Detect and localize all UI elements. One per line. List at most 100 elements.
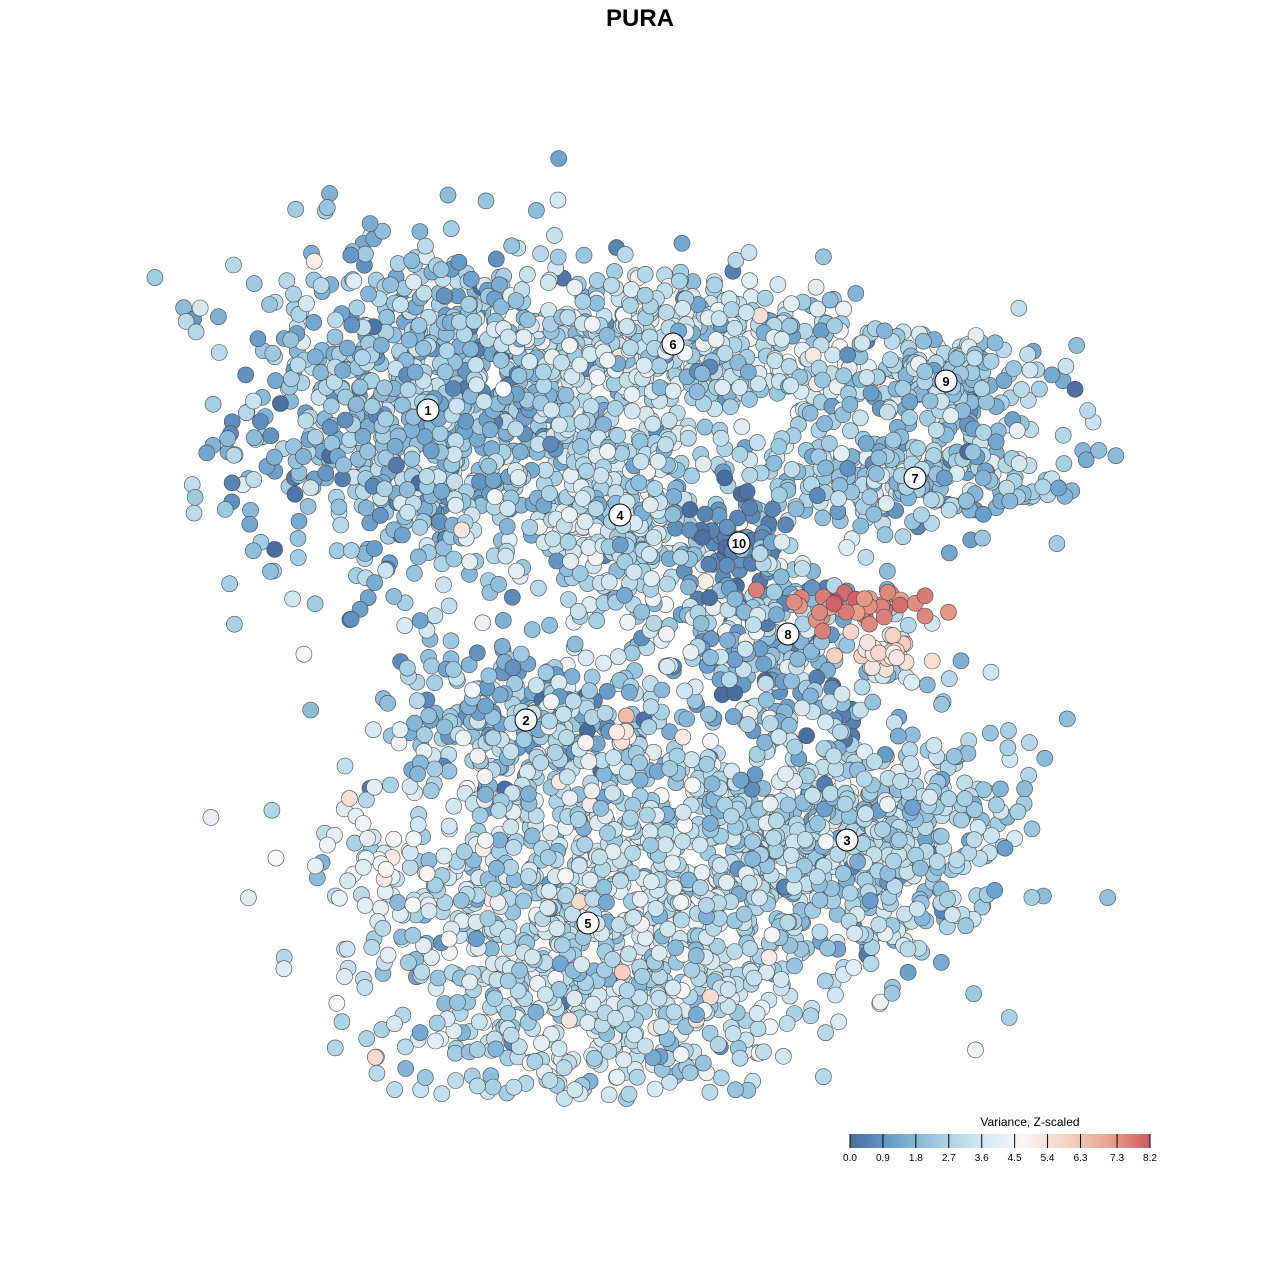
data-point-cluster-3 — [904, 799, 921, 816]
data-point-cluster-1 — [436, 363, 454, 381]
data-point-cluster-3 — [959, 745, 977, 762]
data-point-cluster-4 — [509, 469, 527, 486]
data-point-cluster-2 — [623, 644, 641, 662]
data-point-cluster-1 — [480, 457, 498, 475]
data-point-cluster-6 — [553, 354, 570, 371]
cluster-label-text: 10 — [732, 536, 746, 551]
data-point-cluster-5 — [683, 961, 701, 979]
cluster-label-1: 1 — [416, 398, 440, 422]
data-point-cluster-10 — [764, 500, 781, 518]
cluster-label-10: 10 — [727, 531, 751, 555]
data-point-cluster-7 — [974, 469, 992, 487]
data-point-cluster-1 — [440, 597, 458, 615]
cluster-label-8: 8 — [776, 622, 800, 646]
data-point-cluster-4 — [599, 442, 616, 460]
data-point-cluster-1 — [503, 588, 521, 606]
data-point-cluster-5 — [520, 868, 537, 885]
data-point-cluster-7 — [865, 505, 883, 523]
data-point-cluster-6 — [622, 339, 639, 357]
data-point-cluster-6 — [557, 386, 575, 404]
data-point-cluster-1 — [219, 430, 236, 447]
data-point-cluster-8 — [773, 533, 791, 551]
data-point-cluster-5 — [326, 1039, 344, 1057]
data-point-cluster-5 — [548, 920, 566, 937]
data-point-cluster-5 — [566, 990, 583, 1007]
data-point-cluster-5 — [778, 1015, 796, 1032]
data-point-cluster-5 — [608, 1068, 626, 1086]
legend-tick-label: 4.5 — [1008, 1153, 1022, 1164]
data-point-cluster-5 — [428, 1014, 446, 1032]
data-point-cluster-5 — [420, 902, 438, 920]
data-point-cluster-5 — [579, 1014, 597, 1032]
data-point-cluster-4 — [453, 521, 471, 539]
data-point-cluster-5 — [583, 782, 601, 800]
data-point-cluster-1 — [546, 227, 563, 244]
data-point-cluster-5 — [409, 765, 427, 783]
data-point-cluster-6 — [535, 377, 553, 395]
data-point-cluster-6 — [733, 418, 751, 436]
data-point-cluster-3 — [943, 906, 961, 924]
data-point-high-variance — [319, 836, 336, 854]
data-point-cluster-1 — [442, 220, 460, 237]
data-point-cluster-3 — [928, 853, 946, 870]
legend-tick-label: 6.3 — [1074, 1153, 1088, 1164]
data-point-cluster-6 — [688, 383, 706, 401]
data-point-cluster-7 — [974, 529, 991, 547]
data-point-cluster-5 — [541, 712, 558, 730]
data-point-cluster-1 — [245, 542, 262, 560]
data-point-cluster-1 — [394, 396, 411, 414]
data-point-cluster-5 — [505, 839, 522, 856]
cluster-label-text: 1 — [424, 403, 431, 418]
data-point-cluster-1 — [406, 564, 423, 582]
data-point-cluster-5 — [636, 1037, 654, 1055]
data-point-cluster-5 — [446, 1044, 464, 1062]
data-point-high-variance — [356, 897, 374, 914]
data-point-cluster-3 — [940, 790, 958, 808]
data-point-cluster-5 — [485, 880, 502, 898]
data-point-cluster-4 — [548, 552, 566, 570]
data-point-cluster-1 — [532, 245, 549, 263]
data-point-cluster-1 — [376, 379, 393, 397]
data-point-cluster-5 — [642, 836, 659, 854]
data-point-cluster-5 — [526, 1053, 544, 1070]
data-point-cluster-5 — [333, 1013, 351, 1031]
data-point-cluster-1 — [498, 518, 516, 535]
data-point-cluster-7 — [1107, 447, 1125, 465]
data-point-cluster-5 — [744, 850, 762, 868]
data-point-cluster-5 — [638, 806, 656, 824]
data-point-cluster-1 — [549, 191, 567, 209]
data-point-cluster-5 — [688, 1006, 705, 1024]
data-point-cluster-1 — [245, 471, 263, 488]
data-point-cluster-6 — [636, 265, 654, 283]
data-point-cluster-1 — [696, 418, 714, 436]
data-point-cluster-5 — [664, 979, 682, 997]
data-point-cluster-4 — [616, 586, 633, 604]
data-point-cluster-5 — [447, 1072, 465, 1089]
data-point-cluster-5 — [745, 969, 763, 987]
data-point-cluster-5 — [701, 1084, 719, 1101]
data-point-cluster-7 — [857, 435, 875, 452]
data-point-cluster-5 — [476, 768, 494, 785]
data-point-cluster-1 — [345, 272, 363, 290]
data-point-cluster-5 — [817, 1024, 834, 1041]
data-point-cluster-5 — [580, 753, 598, 770]
data-point-cluster-5 — [621, 683, 638, 701]
data-point-cluster-6 — [756, 289, 774, 307]
data-point-cluster-1 — [226, 615, 243, 633]
data-point-cluster-5 — [374, 919, 392, 937]
data-point-cluster-1 — [490, 575, 507, 593]
data-point-high-variance — [888, 649, 906, 667]
data-point-cluster-4 — [645, 529, 663, 546]
data-point-cluster-5 — [710, 1036, 727, 1053]
data-point-cluster-1 — [477, 192, 495, 210]
data-point-cluster-1 — [342, 610, 360, 628]
data-point-cluster-6 — [468, 376, 485, 394]
data-point-cluster-7 — [1008, 422, 1026, 439]
data-point-cluster-5 — [652, 1018, 670, 1035]
data-point-cluster-5 — [620, 945, 637, 963]
data-point-cluster-1 — [439, 186, 457, 204]
data-point-cluster-4 — [658, 625, 675, 643]
cluster-label-text: 7 — [911, 471, 918, 486]
data-point-cluster-10 — [700, 555, 718, 573]
data-point-cluster-7 — [901, 393, 919, 411]
